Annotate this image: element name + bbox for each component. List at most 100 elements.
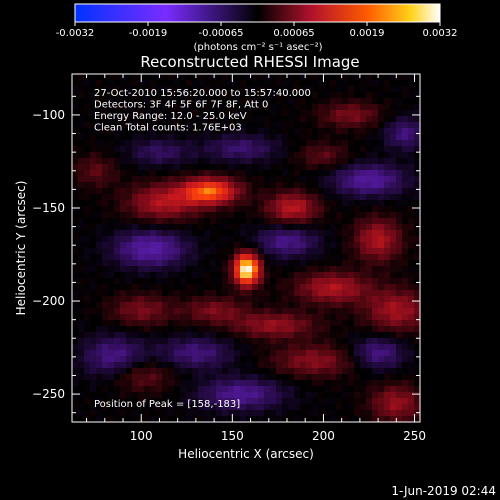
heatmap-cell xyxy=(204,80,211,87)
heatmap-cell xyxy=(348,176,355,183)
heatmap-cell xyxy=(246,224,253,231)
heatmap-cell xyxy=(384,254,391,261)
heatmap-cell xyxy=(102,416,109,423)
heatmap-cell xyxy=(306,200,313,207)
heatmap-cell xyxy=(150,188,157,195)
heatmap-cell xyxy=(288,200,295,207)
heatmap-cell xyxy=(312,254,319,261)
heatmap-cell xyxy=(150,242,157,249)
heatmap-cell xyxy=(174,80,181,87)
heatmap-cell xyxy=(228,134,235,141)
heatmap-cell xyxy=(144,326,151,333)
heatmap-cell xyxy=(114,248,121,255)
heatmap-cell xyxy=(126,332,133,339)
heatmap-cell xyxy=(318,362,325,369)
heatmap-cell xyxy=(198,146,205,153)
heatmap-cell xyxy=(108,146,115,153)
heatmap-cell xyxy=(132,308,139,315)
heatmap-cell xyxy=(306,248,313,255)
heatmap-cell xyxy=(126,320,133,327)
heatmap-cell xyxy=(138,104,145,111)
heatmap-cell xyxy=(192,278,199,285)
heatmap-cell xyxy=(96,170,103,177)
heatmap-cell xyxy=(192,362,199,369)
heatmap-cell xyxy=(240,218,247,225)
heatmap-cell xyxy=(252,308,259,315)
heatmap-cell xyxy=(168,278,175,285)
heatmap-cell xyxy=(84,302,91,309)
heatmap-cell xyxy=(72,164,79,171)
heatmap-cell xyxy=(150,266,157,273)
heatmap-cell xyxy=(366,116,373,123)
heatmap-cell xyxy=(312,188,319,195)
heatmap-cell xyxy=(234,152,241,159)
heatmap-cell xyxy=(270,398,277,405)
heatmap-cell xyxy=(384,170,391,177)
heatmap-cell xyxy=(126,302,133,309)
heatmap-cell xyxy=(156,350,163,357)
heatmap-cell xyxy=(84,212,91,219)
heatmap-cell xyxy=(396,248,403,255)
heatmap-cell xyxy=(300,386,307,393)
heatmap-cell xyxy=(390,272,397,279)
heatmap-cell xyxy=(198,416,205,423)
heatmap-cell xyxy=(396,242,403,249)
heatmap-cell xyxy=(126,122,133,129)
heatmap-cell xyxy=(336,314,343,321)
heatmap-cell xyxy=(336,416,343,423)
heatmap-cell xyxy=(264,116,271,123)
heatmap-cell xyxy=(132,110,139,117)
heatmap-cell xyxy=(108,272,115,279)
heatmap-cell xyxy=(192,104,199,111)
heatmap-cell xyxy=(156,110,163,117)
heatmap-cell xyxy=(264,176,271,183)
heatmap-cell xyxy=(312,128,319,135)
heatmap-cell xyxy=(294,398,301,405)
heatmap-cell xyxy=(96,224,103,231)
heatmap-cell xyxy=(372,386,379,393)
heatmap-cell xyxy=(312,266,319,273)
heatmap-cell xyxy=(84,242,91,249)
heatmap-cell xyxy=(294,326,301,333)
heatmap-cell xyxy=(414,200,421,207)
heatmap-cell xyxy=(108,188,115,195)
heatmap-cell xyxy=(336,164,343,171)
heatmap-cell xyxy=(282,326,289,333)
heatmap-cell xyxy=(120,206,127,213)
heatmap-cell xyxy=(108,86,115,93)
heatmap-cell xyxy=(108,152,115,159)
heatmap-cell xyxy=(294,404,301,411)
heatmap-cell xyxy=(84,170,91,177)
heatmap-cell xyxy=(378,374,385,381)
heatmap-cell xyxy=(126,416,133,423)
heatmap-cell xyxy=(366,404,373,411)
heatmap-cell xyxy=(318,404,325,411)
heatmap-cell xyxy=(222,278,229,285)
heatmap-cell xyxy=(300,392,307,399)
heatmap-cell xyxy=(270,254,277,261)
heatmap-cell xyxy=(276,146,283,153)
heatmap-cell xyxy=(378,200,385,207)
heatmap-cell xyxy=(186,230,193,237)
heatmap-cell xyxy=(96,98,103,105)
heatmap-cell xyxy=(336,206,343,213)
heatmap-cell xyxy=(360,86,367,93)
heatmap-cell xyxy=(330,302,337,309)
heatmap-cell xyxy=(180,212,187,219)
heatmap-cell xyxy=(354,236,361,243)
heatmap-cell xyxy=(114,242,121,249)
heatmap-cell xyxy=(270,92,277,99)
heatmap-cell xyxy=(354,296,361,303)
heatmap-cell xyxy=(408,134,415,141)
heatmap-cell xyxy=(258,98,265,105)
heatmap-cell xyxy=(216,362,223,369)
heatmap-cell xyxy=(210,356,217,363)
heatmap-cell xyxy=(234,272,241,279)
heatmap-cell xyxy=(144,260,151,267)
heatmap-cell xyxy=(78,158,85,165)
heatmap-cell xyxy=(78,218,85,225)
heatmap-cell xyxy=(222,266,229,273)
heatmap-cell xyxy=(168,254,175,261)
colorbar-ticks: -0.0032 -0.0019 -0.00065 0.00065 0.0019 0.003… xyxy=(56,22,458,39)
heatmap-cell xyxy=(144,380,151,387)
